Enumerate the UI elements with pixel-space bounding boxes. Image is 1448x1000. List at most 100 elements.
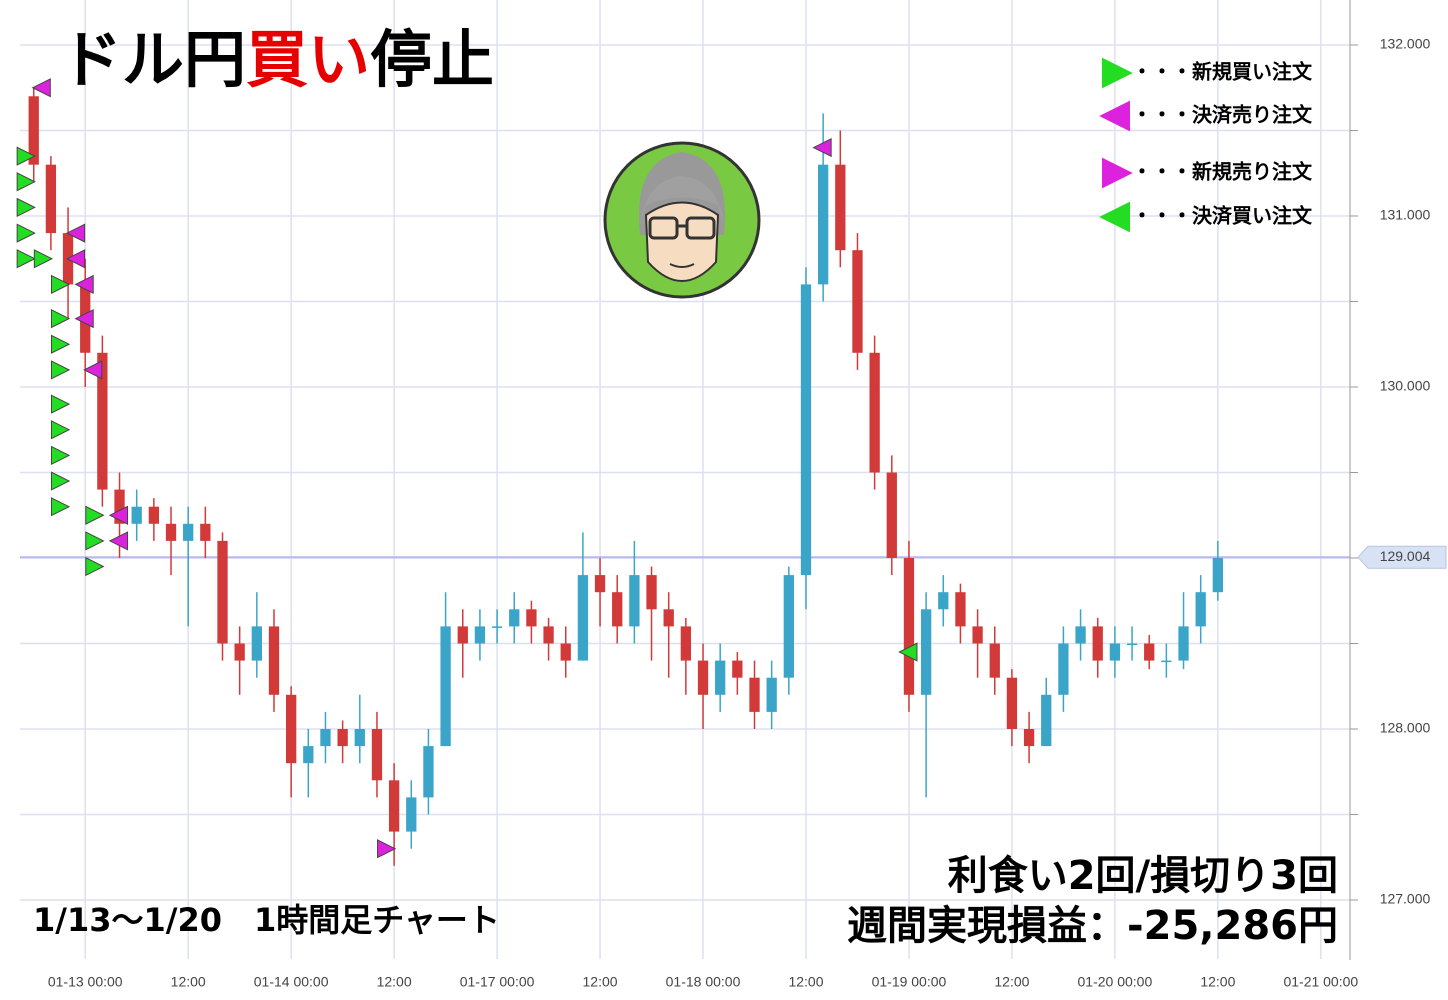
candle-body [612,592,623,627]
candle-body [1006,677,1018,729]
candle-body [371,728,383,781]
trade-marker [812,137,832,158]
candle-body [903,557,915,695]
candle-body [938,592,949,610]
y-tick-label: 131.000 [1380,207,1431,223]
candle-body [543,626,554,644]
legend-label: ・・・決済買い注文 [1132,204,1313,228]
trade-marker [898,642,918,662]
candle-body [45,164,57,234]
candle-body [1075,626,1086,644]
candle-body [1041,694,1052,747]
candle-body [406,797,417,832]
candle-body [783,575,794,678]
x-tick-label: 12:00 [377,974,412,990]
candle-body [749,677,760,712]
x-tick-label: 01-14 00:00 [254,974,329,990]
trade-marker [50,420,71,440]
trade-marker [33,249,54,269]
candle-body [148,506,160,524]
candle-body [200,523,211,541]
x-tick-label: 12:00 [583,974,618,990]
current-price-box [1357,545,1447,569]
candle-body [955,592,966,627]
candle-body [526,609,537,627]
candle-body [766,677,777,712]
trade-marker [108,505,129,525]
trade-marker [74,274,94,294]
candle-body [1109,643,1121,661]
title-part: 買い [246,23,370,96]
candle-body [594,575,606,593]
candle-body [989,643,1000,678]
title-part: 停止 [370,23,494,96]
trade-marker [16,146,36,166]
candle-body [715,660,726,695]
candle-body [1058,643,1069,695]
legend-label: ・・・新規買い注文 [1132,60,1313,84]
trade-marker [16,197,36,218]
legend-marker [1099,100,1130,132]
candle-body [388,780,400,832]
trade-marker [50,471,71,491]
x-tick-label: 01-21 00:00 [1283,974,1358,990]
candle-body [303,746,314,764]
x-tick-label: 12:00 [1200,974,1235,990]
legend-marker [1102,157,1133,189]
trade-marker [108,531,129,551]
candle-body [165,523,177,541]
candle-body [680,626,692,661]
candle-body [869,352,880,473]
candle-body [646,575,657,610]
candle-body [457,626,468,644]
candle-body [268,626,280,695]
trade-marker [50,497,71,517]
trade-marker [50,445,71,465]
candle-body [697,660,709,695]
candle-body [183,523,194,541]
legend-label: ・・・新規売り注文 [1132,160,1313,184]
candle-body [577,575,589,661]
trade-marker [50,274,71,294]
candle-body [1195,592,1206,627]
candle-body [114,489,125,524]
candle-body [234,643,245,661]
candle-body [509,609,520,627]
trade-marker [85,505,105,525]
avatar [603,141,761,299]
x-tick-label: 12:00 [788,974,823,990]
candle-body [835,164,846,251]
x-tick-label: 01-20 00:00 [1078,974,1153,990]
trade-marker [16,223,36,243]
candle-body [337,728,348,747]
trade-marker [50,308,71,329]
subtitle: 1/13～1/20 1時間足チャート [33,901,500,939]
y-tick-label: 127.000 [1380,891,1431,907]
candle-body [28,96,39,165]
candle-body [1212,557,1224,593]
candle-body [131,506,142,524]
candle-body [217,540,228,644]
trade-marker [50,334,71,354]
candle-body [663,609,674,627]
y-tick-label: 130.000 [1380,378,1431,394]
annotation: 利食い2回/損切り3回 [948,853,1338,899]
candle-body [1178,626,1189,661]
legend-label: ・・・決済売り注文 [1132,103,1313,127]
annotation: 週間実現損益：-25,286円 [847,903,1338,949]
candle-body [354,728,365,747]
trade-marker [50,394,71,414]
x-tick-label: 01-13 00:00 [48,974,123,990]
candle-body [423,746,434,798]
candle-body [800,284,812,576]
trade-marker [31,78,51,98]
title: ドル円買い停止 [60,23,494,96]
candle-body [491,626,503,628]
candle-body [320,728,331,747]
candle-body [474,626,486,644]
title-part: ドル円 [60,23,246,96]
candle-body [97,352,108,490]
trade-marker [85,531,105,551]
